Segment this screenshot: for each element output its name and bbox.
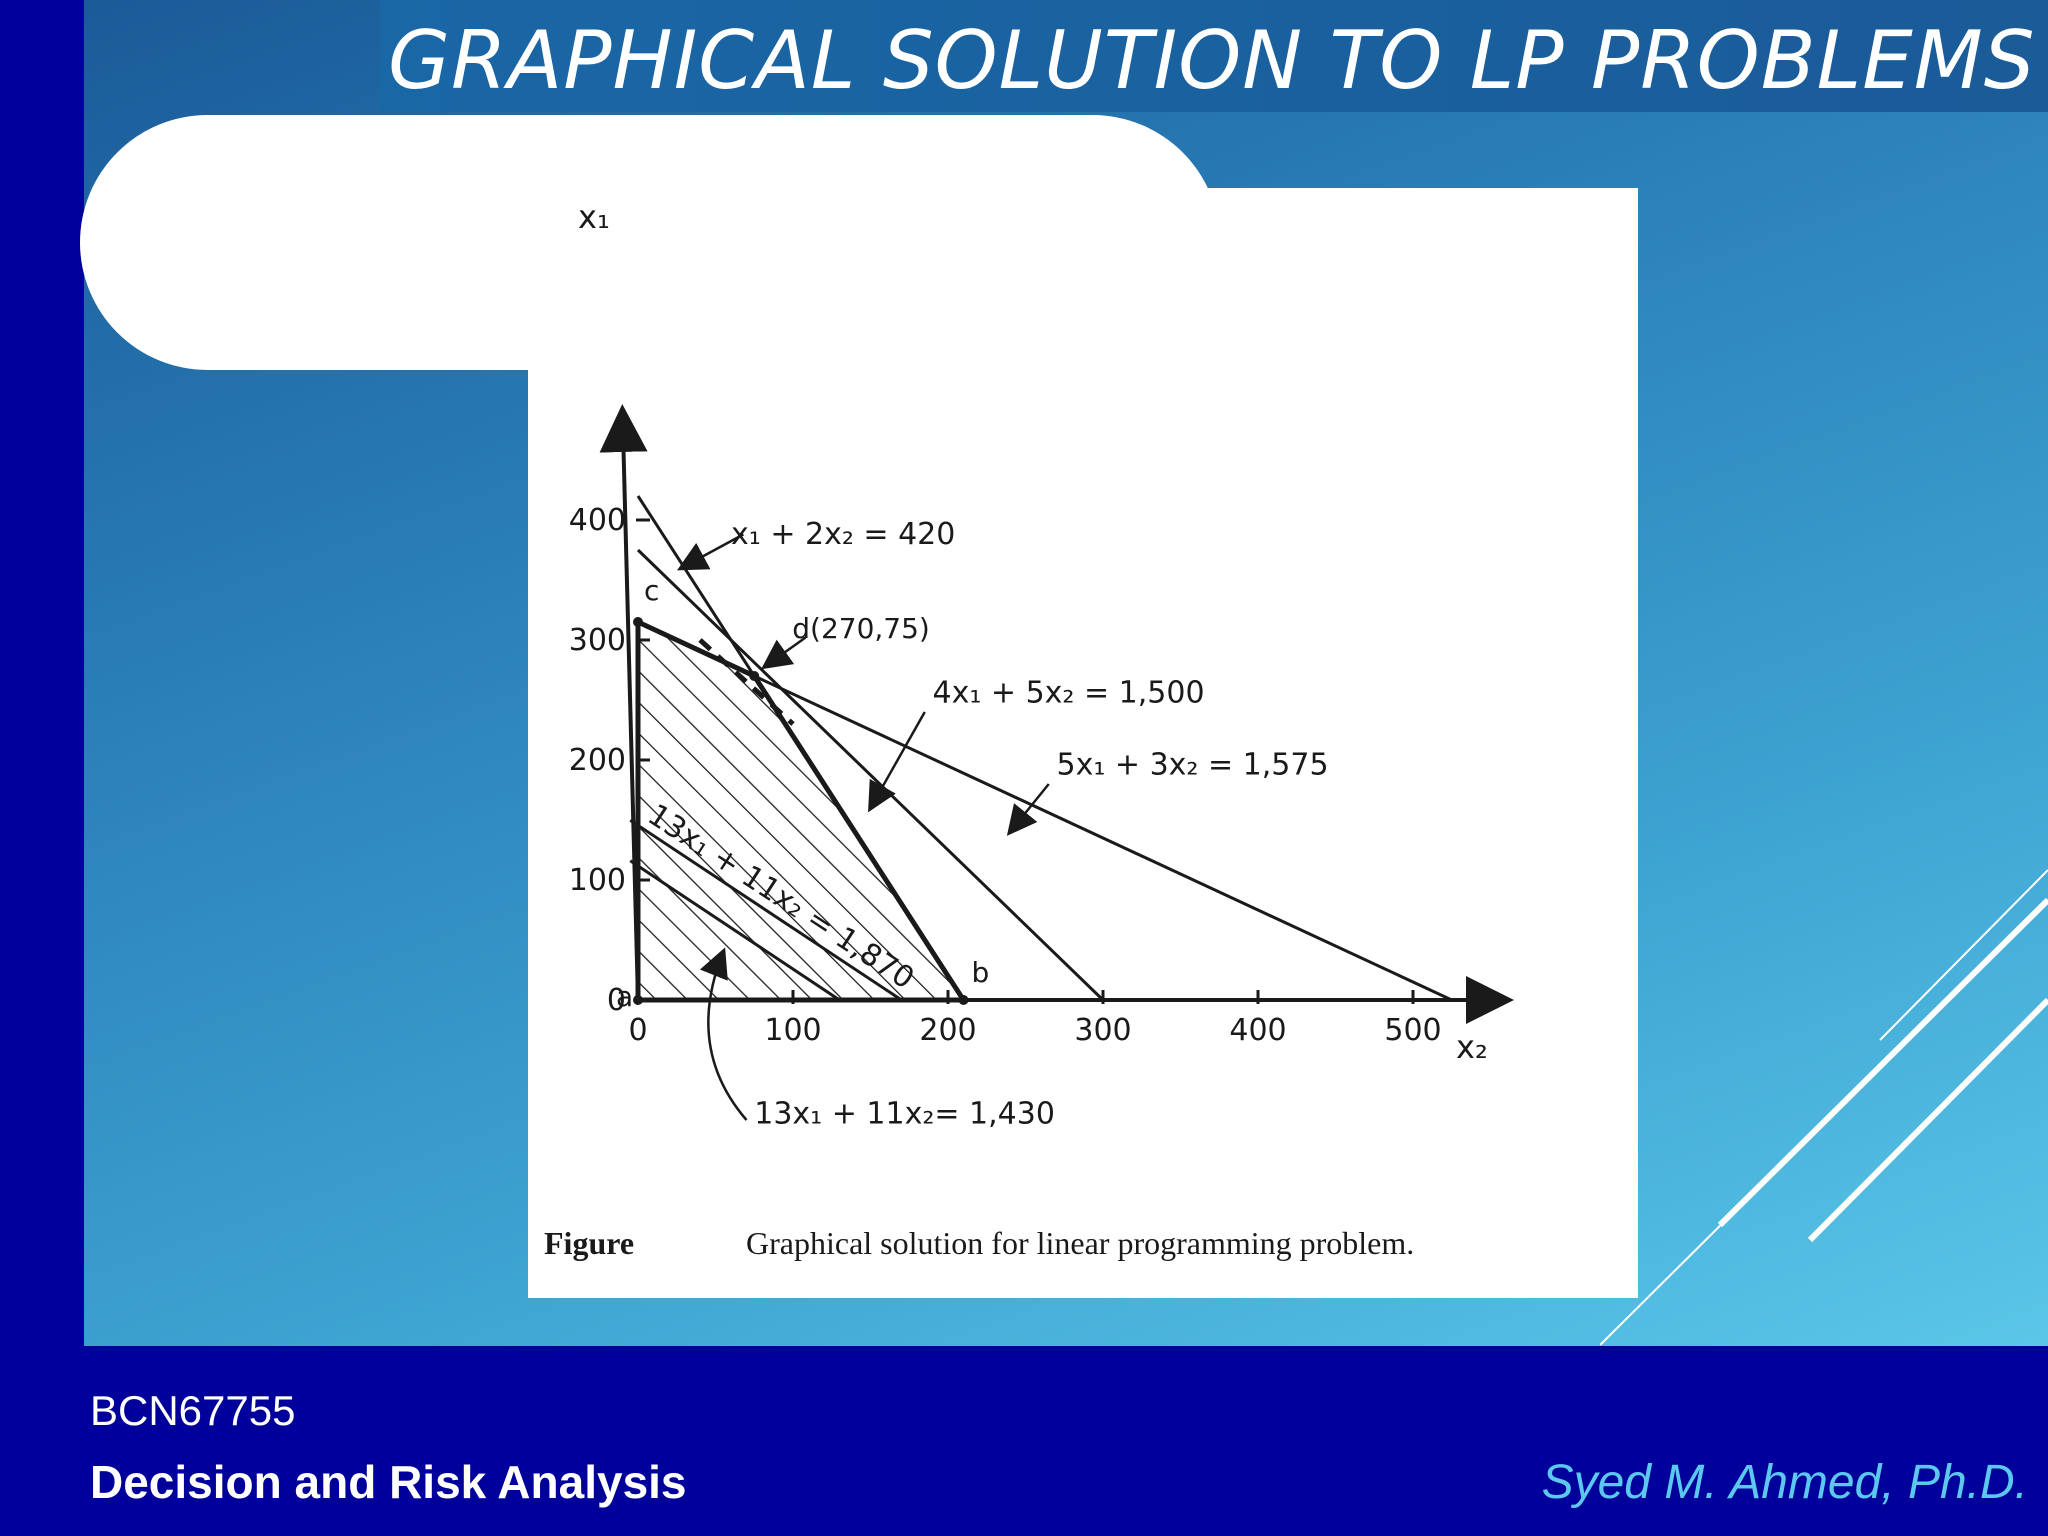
constraint-label: x₁ + 2x₂ = 420 bbox=[731, 517, 955, 552]
author-name: Syed M. Ahmed, Ph.D. bbox=[1541, 1456, 2028, 1509]
lp-chart: 0 100 200 300 400 500 0 100 200 300 400 x₁ x₂ x₁ + 2x… bbox=[544, 198, 1514, 1261]
objective-label: 13x₁ + 11x₂= 1,430 bbox=[754, 1097, 1055, 1132]
y-axis bbox=[599, 404, 648, 1001]
constraint-label-arrow bbox=[1006, 783, 1050, 836]
y-tick-label: 300 bbox=[569, 623, 626, 658]
vertex-point bbox=[633, 617, 643, 627]
x-axis-label: x₂ bbox=[1456, 1028, 1488, 1066]
constraint-label-arrow bbox=[677, 533, 744, 571]
objective-label-arrow bbox=[699, 947, 748, 1121]
feasible-region bbox=[635, 618, 969, 1003]
title-band bbox=[380, 0, 2048, 112]
objective-line bbox=[629, 859, 841, 1002]
optimal-isoline bbox=[698, 638, 795, 726]
vertex-label: a bbox=[616, 980, 633, 1013]
slide-title: GRAPHICAL SOLUTION TO LP PROBLEMS (1 bbox=[388, 14, 2048, 107]
vertex-label: d(270,75) bbox=[792, 612, 930, 645]
point-d-arrow bbox=[761, 636, 807, 670]
y-tick-label: 400 bbox=[569, 503, 626, 538]
figure-card: 0 100 200 300 400 500 0 100 200 300 400 x₁ x₂ x₁ + 2x… bbox=[528, 188, 1638, 1298]
decorative-diagonal-lines bbox=[1600, 869, 2048, 1346]
x-tick-label: 0 bbox=[628, 1013, 647, 1048]
constraint-label: 5x₁ + 3x₂ = 1,575 bbox=[1057, 747, 1329, 782]
constraint-label-arrow bbox=[868, 711, 926, 813]
x-tick-label: 200 bbox=[919, 1013, 976, 1048]
constraint-line bbox=[636, 548, 1105, 1002]
vertex-point bbox=[633, 995, 643, 1005]
figure-caption-text: Graphical solution for linear programmin… bbox=[746, 1225, 1414, 1261]
vertex-label: b bbox=[972, 956, 990, 989]
y-tick-label: 200 bbox=[569, 743, 626, 778]
course-name: Decision and Risk Analysis bbox=[90, 1456, 687, 1508]
constraint-line bbox=[636, 495, 965, 1001]
objective-line bbox=[629, 818, 903, 1002]
course-code: BCN67755 bbox=[90, 1387, 296, 1434]
x-tick-label: 500 bbox=[1384, 1013, 1441, 1048]
x-tick-label: 400 bbox=[1229, 1013, 1286, 1048]
vertex-point bbox=[749, 671, 760, 681]
vertex-label: c bbox=[644, 574, 659, 607]
vertex-point bbox=[958, 995, 969, 1005]
y-axis-label: x₁ bbox=[578, 198, 610, 236]
y-tick-label: 100 bbox=[569, 863, 626, 898]
x-tick-label: 100 bbox=[764, 1013, 821, 1048]
x-tick-label: 300 bbox=[1074, 1013, 1131, 1048]
figure-caption-label: Figure bbox=[544, 1225, 634, 1261]
constraint-label: 4x₁ + 5x₂ = 1,500 bbox=[933, 675, 1205, 710]
y-tick-label: 0 bbox=[607, 983, 626, 1018]
constraint-line bbox=[637, 620, 1453, 1002]
